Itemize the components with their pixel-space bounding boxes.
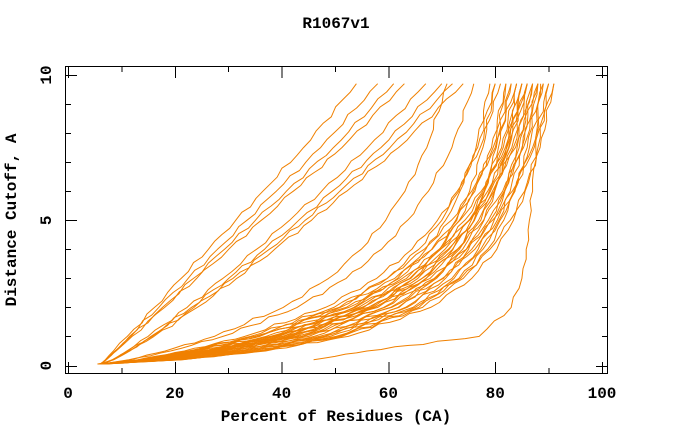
plot-border [65, 66, 608, 374]
model-curve [102, 83, 475, 365]
y-tick-label: 0 [38, 361, 56, 371]
model-curve [99, 83, 357, 365]
model-curve [100, 83, 534, 365]
model-curve [104, 83, 539, 365]
model-curve [101, 83, 405, 365]
plot-frame [65, 66, 608, 374]
model-curve [99, 83, 523, 365]
axis-ticks [66, 67, 607, 373]
model-curve [97, 83, 507, 365]
x-tick-label: 100 [588, 385, 617, 403]
model-curve [99, 83, 395, 365]
model-curve [99, 83, 528, 365]
model-curve [102, 83, 443, 365]
model-curves [97, 83, 555, 365]
model-curve [100, 83, 427, 365]
model-curve [98, 83, 512, 365]
model-curve [105, 83, 523, 365]
chart-title: R1067v1 [302, 15, 369, 33]
x-tick-label: 80 [486, 385, 505, 403]
model-curve [98, 83, 496, 365]
model-curve [104, 83, 518, 365]
model-curve [100, 83, 448, 365]
y-tick-label: 5 [38, 215, 56, 225]
model-curve [102, 83, 518, 365]
x-tick-label: 60 [379, 385, 398, 403]
model-curve [100, 83, 464, 365]
model-curve [104, 83, 534, 365]
x-tick-label: 40 [272, 385, 291, 403]
model-curve [102, 83, 528, 365]
x-tick-label: 0 [63, 385, 73, 403]
model-curve [101, 83, 501, 365]
y-tick-label: 10 [38, 65, 56, 84]
model-curve [99, 83, 496, 365]
y-axis-label: Distance Cutoff, A [3, 133, 21, 306]
model-curve [102, 83, 555, 365]
model-curve [313, 83, 542, 361]
x-tick-label: 20 [165, 385, 184, 403]
x-axis-label: Percent of Residues (CA) [221, 408, 451, 426]
axis-tick-labels: 0 20 40 60 80 100 0 5 10 [38, 65, 616, 403]
model-curve [103, 83, 523, 365]
model-curve [99, 83, 453, 365]
